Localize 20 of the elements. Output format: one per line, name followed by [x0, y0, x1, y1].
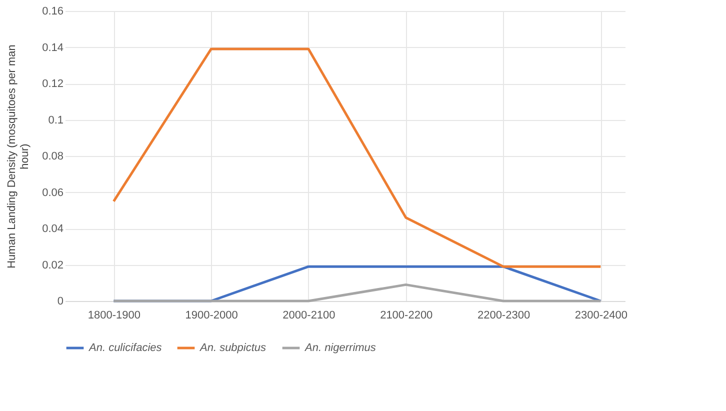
y-tick-label: 0.04	[42, 223, 64, 235]
y-tick-label: 0.16	[42, 6, 64, 18]
x-tick-label: 1800-1900	[88, 310, 140, 322]
x-tick-label: 2300-2400	[574, 310, 628, 322]
x-tick-label: 2200-2300	[477, 310, 530, 322]
legend-label: An. nigerrimus	[304, 342, 376, 354]
y-tick-label: 0	[57, 296, 64, 308]
line-series	[112, 48, 602, 268]
y-tick-label: 0.08	[42, 150, 64, 162]
x-tick-label: 2100-2200	[380, 310, 433, 322]
x-tick-label: 2000-2100	[282, 310, 336, 322]
y-tick-label: 0.06	[42, 186, 64, 199]
y-tick-label: 0.02	[42, 259, 64, 272]
legend-label: An. culicifacies	[88, 342, 162, 354]
x-tick-label: 1900-2000	[185, 310, 238, 322]
y-axis-title: Human Landing Density (mosquitoes per man hour)	[6, 44, 32, 268]
y-tick-label: 0.12	[42, 78, 64, 90]
y-tick-label: 0.1	[48, 114, 64, 126]
legend-label: An. subpictus	[199, 342, 267, 354]
y-tick-label: 0.14	[42, 42, 64, 54]
